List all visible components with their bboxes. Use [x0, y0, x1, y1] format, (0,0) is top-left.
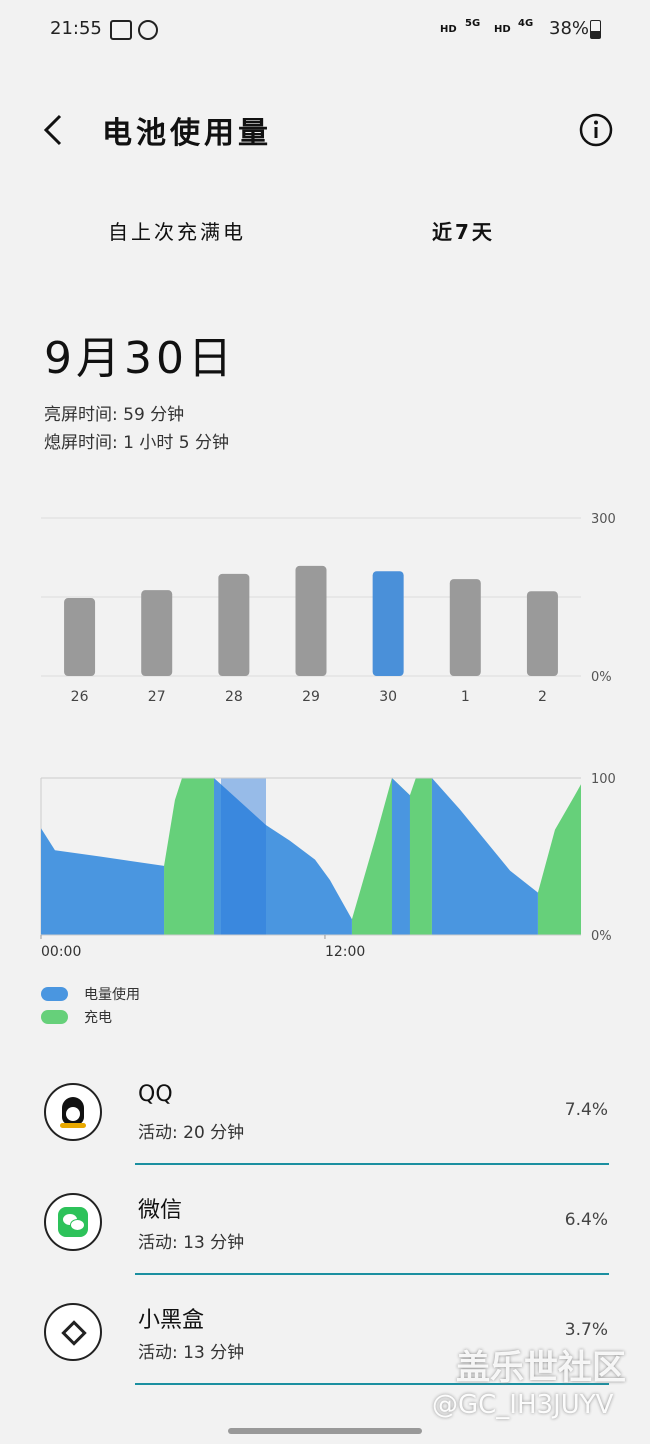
app-percent: 3.7%	[564, 1320, 608, 1340]
back-button[interactable]	[40, 112, 70, 148]
app-icon	[44, 1303, 102, 1361]
x-tick-label: 28	[225, 689, 243, 705]
bar	[372, 571, 404, 676]
bar	[295, 565, 327, 676]
selected-hour	[221, 778, 266, 935]
watermark-user: @GC_IH3JUYV	[432, 1390, 614, 1420]
status-time: 21:55	[50, 18, 102, 39]
bar	[141, 590, 173, 676]
area	[164, 778, 581, 935]
area	[41, 778, 538, 935]
bar	[218, 573, 250, 676]
battery-level: 38%	[549, 18, 590, 39]
watermark-title: 盖乐世社区	[456, 1348, 626, 1388]
network-label: 4G	[518, 18, 534, 29]
app-activity: 活动: 20 分钟	[138, 1123, 245, 1143]
app-activity: 活动: 13 分钟	[138, 1233, 245, 1253]
x-tick-label: 1	[461, 689, 470, 705]
app-activity: 活动: 13 分钟	[138, 1343, 245, 1363]
dnd-icon	[138, 20, 158, 40]
y-tick-label: 100	[591, 772, 616, 787]
battery-icon	[590, 20, 601, 39]
divider	[135, 1383, 609, 1385]
app-percent: 6.4%	[564, 1210, 608, 1230]
x-tick-label: 30	[379, 689, 397, 705]
app-name: 微信	[138, 1198, 183, 1223]
x-tick-label: 12:00	[325, 944, 365, 960]
legend-label: 充电	[84, 1010, 112, 1026]
app-icon	[44, 1083, 102, 1141]
x-tick-label: 00:00	[41, 944, 81, 960]
tab-selected[interactable]: 近7天	[432, 220, 495, 244]
screen-off-time: 熄屏时间: 1 小时 5 分钟	[44, 433, 229, 453]
page-title: 电池使用量	[102, 116, 272, 151]
divider	[135, 1163, 609, 1165]
network-label: HD	[440, 24, 457, 35]
legend-swatch	[41, 987, 68, 1001]
network-label: HD	[494, 24, 511, 35]
app-name: 小黑盒	[138, 1308, 205, 1333]
x-tick-label: 29	[302, 689, 320, 705]
legend-label: 电量使用	[84, 986, 140, 1003]
divider	[135, 1273, 609, 1275]
bar	[449, 579, 481, 676]
bar	[526, 591, 558, 676]
app-percent: 7.4%	[564, 1100, 608, 1120]
x-tick-label: 2	[538, 689, 547, 705]
network-label: 5G	[465, 18, 481, 29]
app-name: QQ	[138, 1082, 173, 1107]
info-button[interactable]	[578, 112, 614, 148]
gallery-icon	[110, 20, 132, 40]
date: 9月30日	[44, 333, 236, 384]
y-tick-label: 300	[591, 512, 616, 527]
legend-swatch	[41, 1010, 68, 1024]
x-tick-label: 27	[148, 689, 166, 705]
tab[interactable]: 自上次充满电	[108, 220, 246, 244]
y-tick-label: 0%	[591, 929, 612, 944]
app-icon	[44, 1193, 102, 1251]
home-indicator	[228, 1428, 422, 1434]
bar	[64, 598, 96, 676]
x-tick-label: 26	[71, 689, 89, 705]
y-tick-label: 0%	[591, 670, 612, 685]
screen-on-time: 亮屏时间: 59 分钟	[44, 405, 185, 425]
